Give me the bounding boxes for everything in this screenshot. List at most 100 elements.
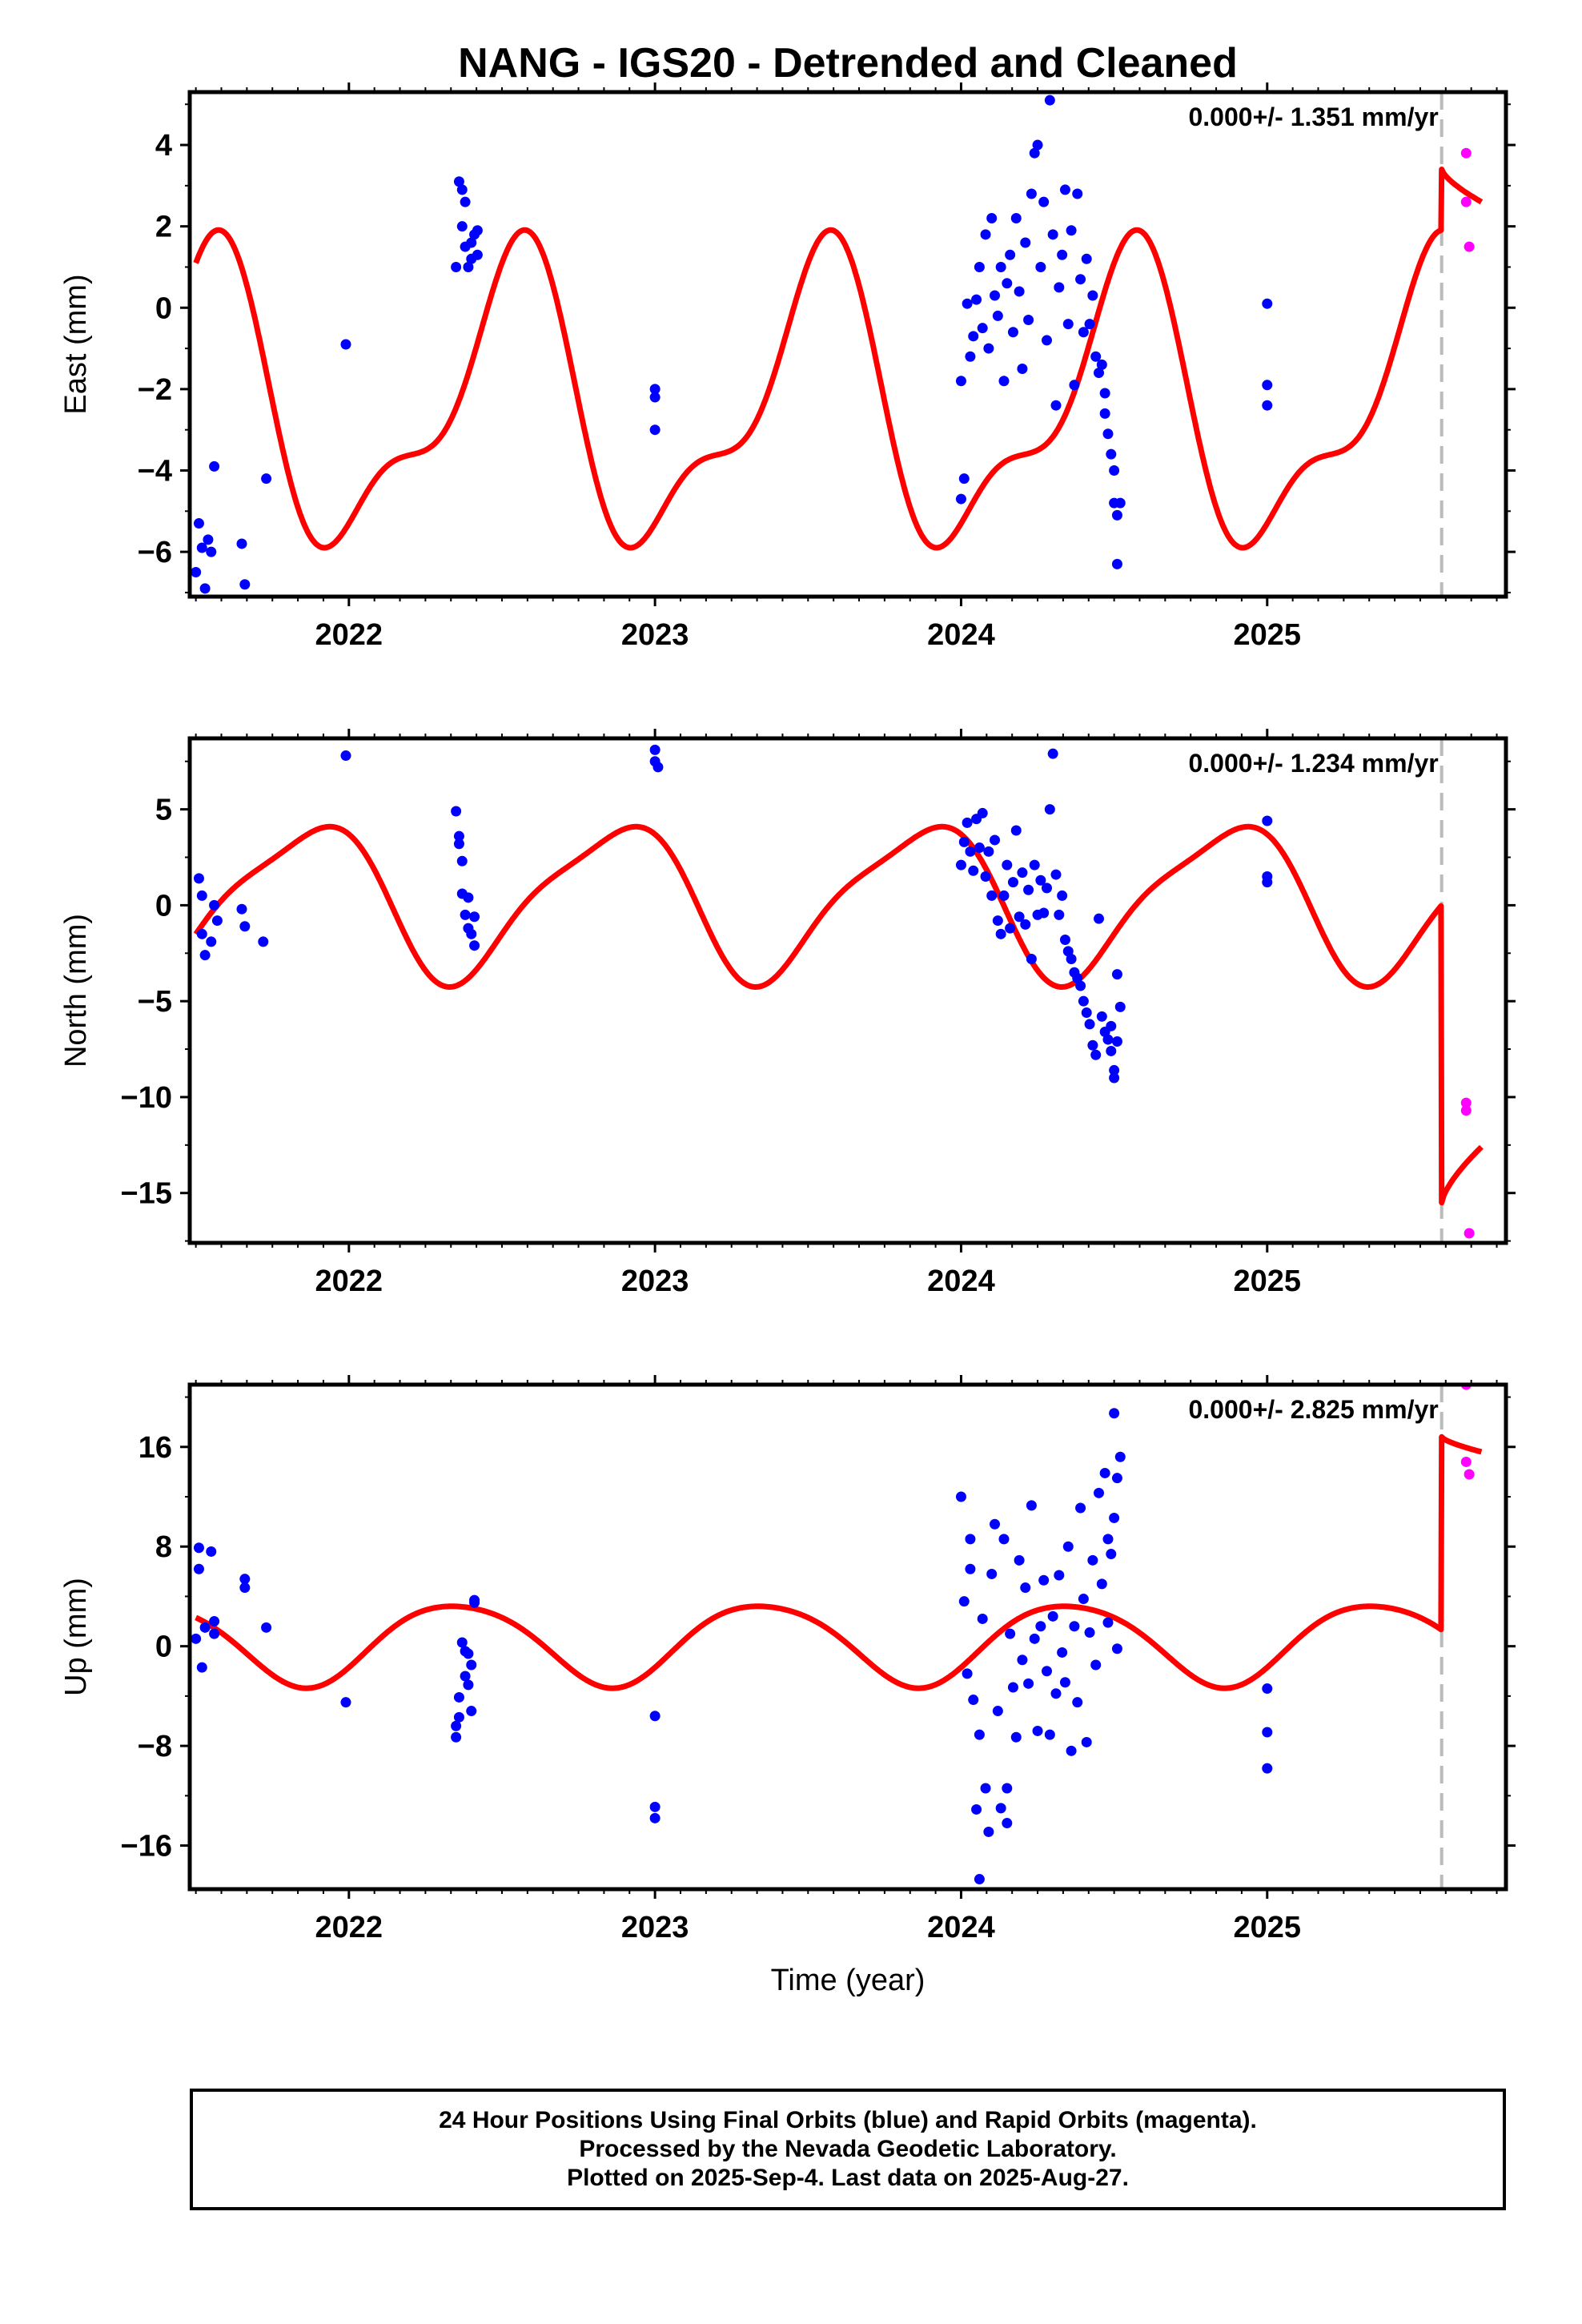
north-final-point xyxy=(1026,953,1037,964)
up-final-point xyxy=(1002,1783,1013,1794)
east-final-point xyxy=(451,261,462,272)
north-y-axis-label: North (mm) xyxy=(59,914,93,1068)
up-rapid-point xyxy=(1464,1469,1475,1480)
east-final-point xyxy=(472,249,483,260)
north-final-point xyxy=(1020,919,1031,930)
east-final-point xyxy=(236,538,247,549)
north-final-point xyxy=(1102,1034,1114,1045)
east-final-point xyxy=(983,343,994,354)
north-final-point xyxy=(1066,953,1077,964)
up-final-point xyxy=(1032,1725,1043,1736)
north-final-point xyxy=(196,928,207,939)
north-final-point xyxy=(980,870,991,882)
north-final-point xyxy=(1050,869,1062,880)
up-final-point xyxy=(1029,1633,1040,1644)
east-rapid-point xyxy=(1460,196,1472,207)
up-final-point xyxy=(199,1622,211,1633)
up-final-point xyxy=(1262,1683,1273,1695)
up-ytick-label: −8 xyxy=(138,1730,172,1763)
east-final-point xyxy=(196,542,207,553)
up-final-point xyxy=(1054,1570,1065,1581)
up-final-point xyxy=(463,1648,474,1659)
east-final-point xyxy=(1078,327,1089,338)
east-final-point xyxy=(199,583,211,594)
north-final-point xyxy=(453,830,464,842)
north-model-curve xyxy=(193,823,1484,1206)
east-final-point xyxy=(1059,184,1070,195)
north-final-point xyxy=(974,842,985,854)
east-final-point xyxy=(1262,298,1273,309)
up-final-point xyxy=(469,1597,480,1608)
north-final-point xyxy=(1007,877,1018,888)
north-rate-label: 0.000+/- 1.234 mm/yr xyxy=(1188,749,1438,778)
east-frame xyxy=(187,90,1508,599)
north-final-point xyxy=(1044,804,1055,815)
up-final-point xyxy=(1262,1727,1273,1738)
north-ytick-label: −15 xyxy=(121,1177,172,1211)
up-final-point xyxy=(971,1803,982,1815)
up-final-point xyxy=(196,1662,207,1673)
east-final-point xyxy=(1007,327,1018,338)
up-final-point xyxy=(1109,1512,1120,1523)
up-final-point xyxy=(1059,1677,1070,1688)
north-final-point xyxy=(1023,884,1034,895)
east-final-point xyxy=(974,261,985,272)
up-final-point xyxy=(451,1731,462,1743)
east-final-point xyxy=(1069,380,1080,391)
up-final-point xyxy=(1111,1473,1122,1484)
east-final-point xyxy=(1094,368,1105,379)
north-final-point xyxy=(1054,909,1065,920)
up-final-point xyxy=(1042,1666,1053,1677)
up-xtick-label: 2024 xyxy=(927,1911,995,1944)
up-final-point xyxy=(958,1596,970,1607)
north-final-point xyxy=(236,903,247,915)
north-rapid-point xyxy=(1460,1097,1472,1108)
east-final-point xyxy=(992,310,1003,321)
east-final-point xyxy=(1062,319,1074,330)
east-final-point xyxy=(1038,196,1050,207)
up-final-point xyxy=(1099,1467,1110,1478)
up-final-point xyxy=(1262,1763,1273,1774)
up-final-point xyxy=(1035,1621,1046,1632)
east-rapid-point xyxy=(1460,147,1472,159)
up-final-point xyxy=(1014,1554,1025,1566)
east-final-point xyxy=(1010,213,1022,223)
up-final-point xyxy=(1102,1534,1114,1545)
up-rate-label: 0.000+/- 2.825 mm/yr xyxy=(1188,1395,1438,1424)
east-final-point xyxy=(1099,388,1110,399)
up-final-point xyxy=(998,1534,1010,1545)
up-final-point xyxy=(451,1720,462,1731)
up-final-point xyxy=(1017,1655,1028,1666)
up-final-point xyxy=(992,1706,1003,1717)
north-final-point xyxy=(1106,1045,1117,1056)
north-xtick-label: 2023 xyxy=(621,1265,689,1298)
east-final-point xyxy=(1047,229,1058,240)
east-final-point xyxy=(977,323,988,334)
north-xtick-label: 2022 xyxy=(315,1265,383,1298)
up-final-point xyxy=(955,1491,966,1502)
east-final-point xyxy=(191,567,202,578)
east-final-point xyxy=(968,331,979,342)
east-final-point xyxy=(1035,261,1046,272)
north-final-point xyxy=(1084,1019,1095,1030)
north-final-point xyxy=(955,859,966,870)
east-final-point xyxy=(453,176,464,187)
north-final-point xyxy=(1262,877,1273,888)
east-final-point xyxy=(1081,253,1092,264)
caption-line-3: Plotted on 2025-Sep-4. Last data on 2025… xyxy=(567,2165,1129,2191)
up-final-point xyxy=(983,1826,994,1837)
east-model-curve xyxy=(193,167,1484,551)
up-final-point xyxy=(1069,1621,1080,1632)
north-final-point xyxy=(1035,875,1046,886)
up-final-point xyxy=(977,1613,988,1624)
east-final-point xyxy=(998,376,1010,387)
east-ytick-label: −4 xyxy=(138,455,172,489)
east-final-point xyxy=(1050,400,1062,411)
north-ytick-label: 5 xyxy=(155,794,172,827)
up-final-point xyxy=(1096,1578,1107,1590)
north-panel: −15 −10 −5 0 5 2022 2023 2024 2025 North (mm) 0.00… xyxy=(59,729,1516,1298)
up-final-point xyxy=(1084,1627,1095,1638)
up-final-point xyxy=(1050,1688,1062,1699)
up-final-point xyxy=(239,1574,251,1585)
